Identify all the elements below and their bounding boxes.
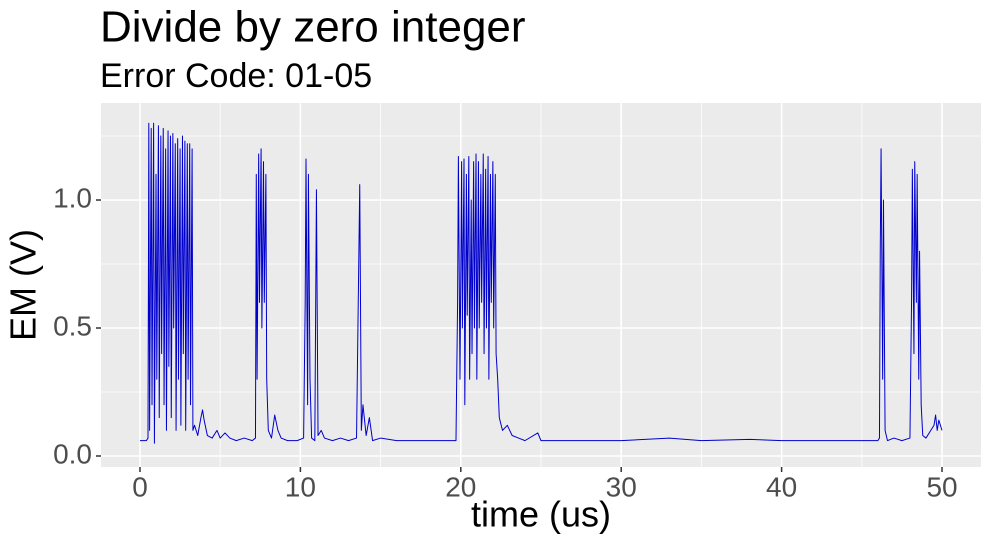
x-tick-label: 10	[285, 471, 316, 502]
chart-title: Divide by zero integer	[100, 3, 526, 52]
y-axis-title: EM (V)	[3, 229, 44, 341]
x-tick-label: 30	[606, 471, 637, 502]
y-tick-label: 1.0	[53, 182, 92, 213]
x-tick-label: 20	[445, 471, 476, 502]
x-tick-label: 50	[926, 471, 957, 502]
y-tick-label: 0.0	[53, 438, 92, 469]
chart-subtitle: Error Code: 01-05	[100, 57, 372, 95]
x-tick-label: 40	[766, 471, 797, 502]
y-tick-label: 0.5	[53, 310, 92, 341]
data-line	[139, 122, 943, 444]
x-tick-label: 0	[132, 471, 148, 502]
x-axis-title: time (us)	[471, 494, 611, 535]
